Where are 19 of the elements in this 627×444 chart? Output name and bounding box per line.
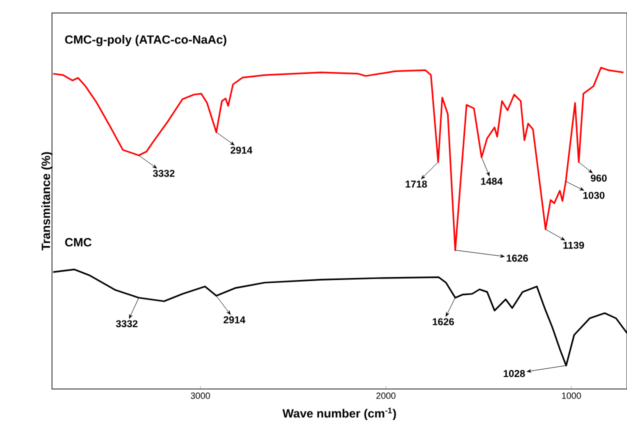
annotation: 1028 — [504, 370, 525, 378]
x-tick-label: 2000 — [376, 392, 396, 399]
annotation: 1626 — [506, 254, 528, 262]
annotation: 1030 — [583, 192, 604, 199]
x-tick-label: 1000 — [562, 392, 581, 399]
y-axis-title: Transmitance (%) — [41, 152, 52, 250]
annotation: 1139 — [563, 242, 584, 249]
text: CMC-g-poly (ATAC-co-NaAc) — [65, 35, 226, 46]
annotation: 3332 — [116, 320, 138, 328]
annotation: 1718 — [406, 180, 427, 188]
annotation: 960 — [590, 174, 607, 182]
x-axis-title: Wave number (cm$^{-1}$) — [282, 408, 396, 420]
x-tick-label: 3000 — [190, 392, 210, 399]
annotation: 2914 — [224, 316, 246, 324]
annotation: 2914 — [230, 146, 252, 154]
annotation: 3332 — [152, 170, 174, 177]
annotation: 1484 — [481, 178, 503, 185]
annotation: 1626 — [432, 318, 454, 326]
series-label: CMC — [65, 238, 92, 246]
